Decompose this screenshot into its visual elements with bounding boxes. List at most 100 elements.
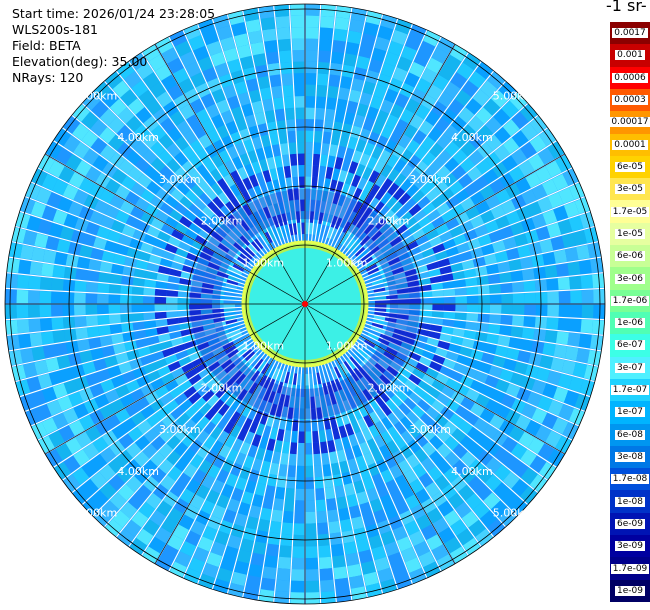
colorbar-tick-label: 1e-06 — [615, 318, 645, 329]
ppi-data-cell — [305, 534, 317, 547]
ppi-ray-separator — [242, 364, 293, 598]
ppi-data-cell — [280, 225, 287, 238]
ppi-data-cell — [109, 151, 126, 168]
ppi-data-cell — [355, 431, 366, 445]
ppi-data-cell — [125, 459, 142, 475]
ppi-data-cell — [182, 175, 197, 190]
ppi-data-cell — [239, 152, 251, 167]
ppi-data-cell — [81, 460, 99, 478]
ppi-data-cell — [214, 247, 227, 258]
ppi-data-cell — [371, 120, 385, 135]
ppi-data-cell — [231, 487, 244, 502]
ppi-data-cell — [482, 168, 499, 184]
ppi-data-cell — [305, 176, 312, 189]
ppi-data-cell — [569, 318, 582, 333]
ppi-data-cell — [150, 124, 167, 141]
ppi-data-cell — [558, 187, 575, 204]
ppi-data-cell — [374, 362, 387, 374]
ppi-data-cell — [195, 82, 211, 98]
ppi-data-cell — [115, 384, 130, 398]
ppi-data-cell — [408, 203, 422, 217]
ppi-data-cell — [275, 15, 290, 29]
ppi-data-cell — [290, 165, 298, 178]
ppi-data-cell — [142, 443, 158, 459]
ppi-ray-separator — [53, 337, 254, 468]
ppi-data-cell — [371, 545, 387, 561]
ppi-data-cell — [336, 496, 348, 510]
ppi-data-cell — [476, 433, 492, 449]
ppi-data-cell — [346, 238, 357, 250]
azimuth-spoke — [45, 153, 306, 305]
ppi-data-cell — [230, 523, 245, 539]
ppi-data-cell — [456, 354, 470, 366]
ppi-data-cell — [409, 478, 424, 494]
ppi-data-cell — [590, 335, 604, 350]
ppi-data-cell — [52, 412, 69, 429]
ppi-data-cell — [362, 117, 375, 132]
ppi-data-cell — [356, 55, 370, 70]
ppi-data-cell — [415, 362, 429, 374]
ppi-data-cell — [546, 278, 559, 291]
ppi-data-cell — [227, 249, 239, 260]
ppi-data-cell — [405, 494, 420, 510]
colorbar-tick-label: 1e-08 — [615, 496, 645, 507]
ppi-data-cell — [380, 242, 393, 254]
ppi-data-cell — [444, 54, 462, 72]
ppi-data-cell — [343, 53, 358, 67]
ppi-data-cell — [317, 418, 325, 431]
ppi-data-cell — [188, 203, 202, 217]
ppi-data-cell — [474, 266, 488, 277]
ppi-data-cell — [159, 257, 173, 268]
ppi-data-cell — [322, 213, 329, 226]
ppi-data-cell — [167, 534, 184, 551]
ppi-data-cell — [415, 514, 432, 530]
ppi-data-cell — [96, 368, 111, 383]
ppi-data-cell — [105, 414, 121, 430]
ppi-data-cell — [305, 199, 311, 212]
ppi-data-cell — [28, 290, 40, 304]
ppi-data-cell — [412, 463, 427, 479]
colorbar: 0.0017 0.001 0.0006 0.0003 0.00017 0.0001 6e-0… — [609, 22, 650, 602]
colorbar-segment: 6e-09 — [610, 512, 650, 536]
ppi-data-cell — [160, 475, 176, 491]
ppi-data-cell — [431, 195, 446, 209]
ppi-data-cell — [30, 390, 47, 407]
ppi-data-cell — [242, 364, 254, 377]
ppi-data-cell — [385, 479, 399, 494]
ppi-data-cell — [431, 216, 446, 229]
ppi-data-cell — [192, 469, 207, 484]
ppi-data-cell — [398, 402, 412, 416]
ppi-data-cell — [460, 157, 476, 173]
ppi-data-cell — [463, 229, 478, 242]
ppi-ray-separator — [6, 309, 244, 336]
colorbar-tick-label: 1e-07 — [615, 407, 645, 418]
ppi-data-cell — [274, 591, 289, 604]
ppi-data-cell — [234, 259, 247, 269]
ppi-data-cell — [263, 219, 272, 232]
ppi-data-cell — [511, 460, 529, 478]
ppi-data-cell — [338, 389, 348, 402]
ppi-data-cell — [52, 209, 68, 225]
ppi-data-cell — [531, 379, 547, 395]
ppi-data-cell — [213, 578, 230, 594]
ppi-data-cell — [503, 236, 517, 250]
ppi-data-cell — [131, 510, 149, 528]
ppi-data-cell — [424, 343, 438, 354]
ppi-data-cell — [305, 142, 313, 154]
colorbar-tick-label: 1.7e-05 — [610, 206, 650, 217]
ppi-data-cell — [203, 421, 217, 435]
range-ring-label: 4.00km — [117, 465, 159, 478]
ppi-data-cell — [434, 475, 450, 491]
ppi-data-cell — [62, 316, 76, 329]
ppi-data-cell — [276, 120, 287, 133]
ppi-ray-separator — [340, 353, 482, 548]
ppi-data-cell — [225, 120, 239, 135]
ppi-data-cell — [370, 230, 383, 242]
ppi-data-cell — [533, 266, 547, 280]
ppi-data-cell — [343, 386, 353, 400]
ppi-data-cell — [344, 423, 355, 437]
ppi-data-cell — [160, 372, 175, 385]
ppi-data-cell — [269, 192, 278, 205]
ppi-ray-separator — [343, 70, 495, 257]
ppi-data-cell — [305, 222, 310, 235]
